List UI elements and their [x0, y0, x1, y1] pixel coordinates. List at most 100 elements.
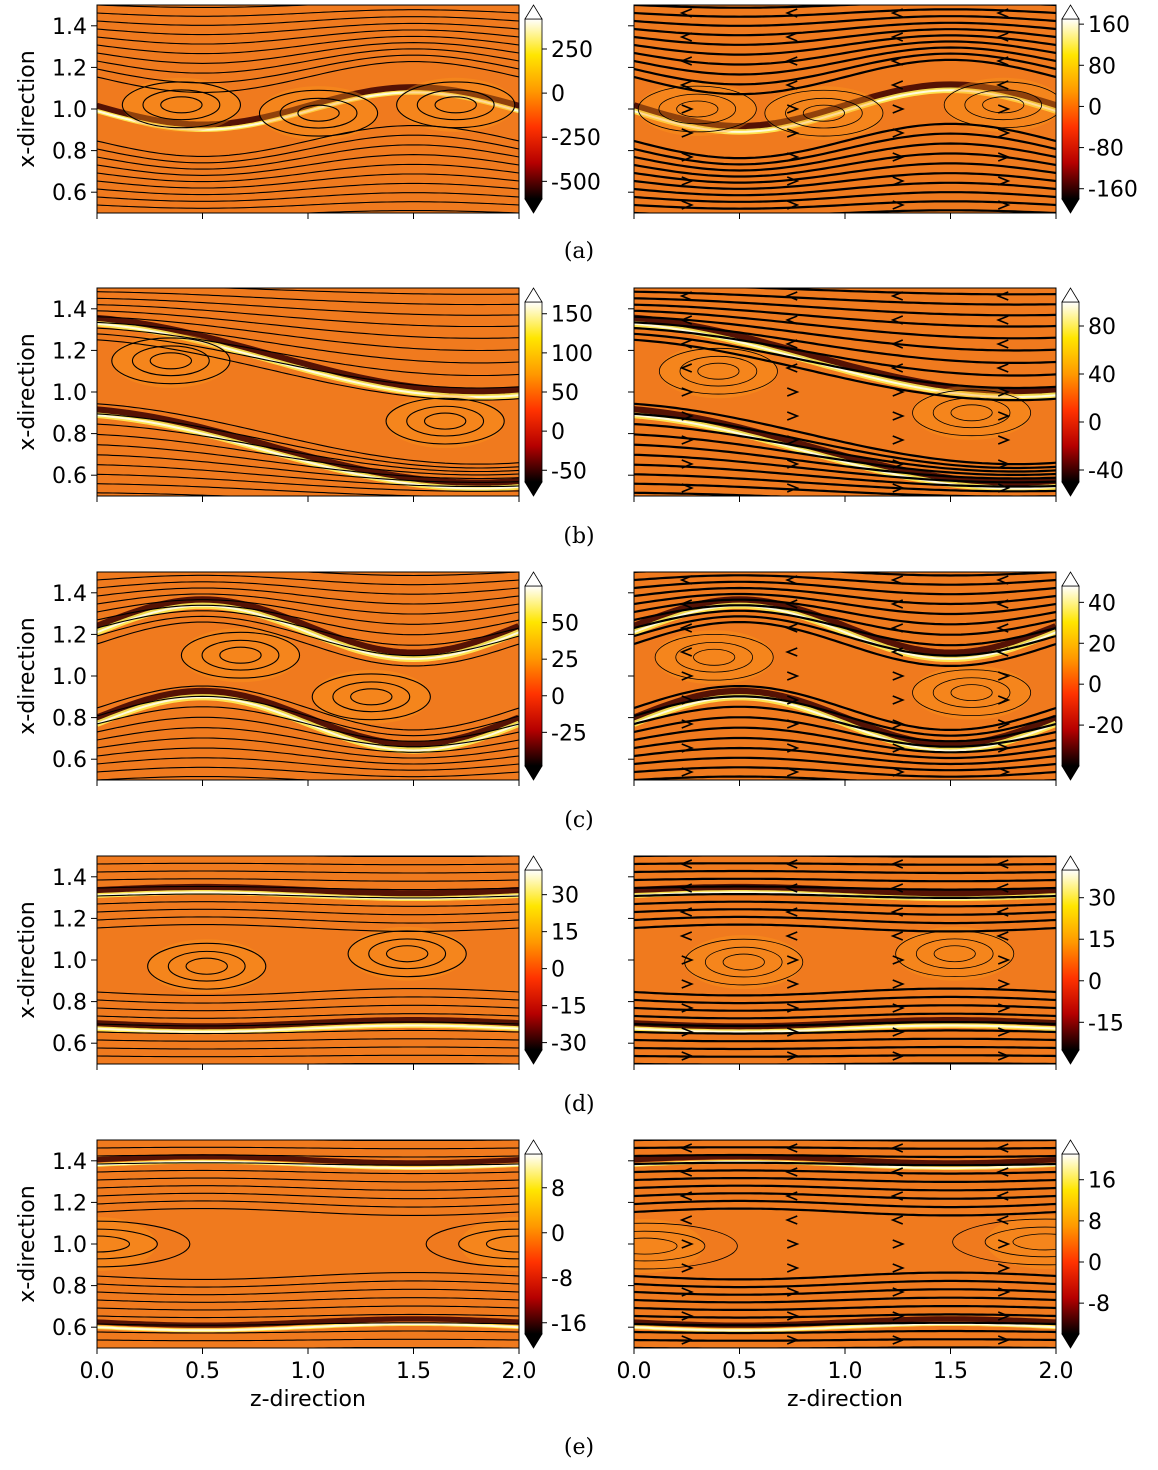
- flow-arrow: [892, 152, 905, 162]
- streamline: [634, 862, 1056, 866]
- streamline: [634, 209, 1056, 213]
- streamline: [97, 870, 519, 874]
- y-tick-label: 1.4: [52, 1150, 87, 1175]
- y-tick-label: 0.8: [52, 707, 87, 732]
- y-axis-label: x-direction: [15, 901, 40, 1018]
- colorbar-extend-min: [1061, 1333, 1080, 1349]
- colorbar-extend-min: [1061, 765, 1080, 781]
- y-tick-label: 1.4: [52, 866, 87, 891]
- flow-arrow: [681, 1311, 694, 1321]
- streamline: [97, 423, 519, 473]
- streamline: [97, 599, 519, 625]
- colorbar-gradient: [1061, 1153, 1080, 1335]
- streamline: [634, 893, 1056, 899]
- flow-arrow: [892, 743, 905, 753]
- flow-arrow: [890, 623, 904, 633]
- streamline: [97, 1021, 519, 1027]
- streamline: [97, 1322, 519, 1326]
- panel-caption: (d): [563, 1092, 594, 1117]
- streamline: [728, 288, 1056, 296]
- colorbar-tick-label: 40: [1088, 363, 1116, 388]
- flow-arrow: [681, 152, 694, 162]
- vortex-streamline: [147, 942, 267, 990]
- streamline: [97, 574, 519, 586]
- vortex-streamline: [142, 89, 221, 121]
- y-tick-label: 0.8: [52, 423, 87, 448]
- flow-arrow: [890, 32, 904, 42]
- vortex-streamline: [311, 673, 431, 721]
- colorbar-gradient: [1061, 301, 1080, 483]
- colorbar-tick-label: -8: [551, 1267, 573, 1292]
- colorbar-tick-label: 0: [551, 82, 565, 107]
- flow-arrow: [786, 411, 800, 421]
- vortex-streamline: [722, 953, 765, 971]
- streamline: [634, 8, 1056, 18]
- vortex-streamline: [485, 1235, 519, 1253]
- flow-arrow: [785, 291, 798, 301]
- vortex-streamline: [97, 1220, 191, 1268]
- x-tick-label: 1.0: [291, 1359, 326, 1384]
- flow-arrow: [786, 1335, 800, 1345]
- flow-arrow: [890, 1167, 904, 1177]
- colorbar: 30 15 0 -15: [1061, 855, 1124, 1065]
- vortex-streamline: [396, 81, 516, 129]
- flow-arrow: [892, 767, 905, 777]
- streamline: [634, 1271, 1056, 1281]
- streamline: [97, 1013, 519, 1019]
- streamline: [97, 22, 519, 36]
- streamline: [97, 1313, 519, 1319]
- flow-arrow: [681, 483, 694, 493]
- streamline: [634, 915, 1056, 925]
- flow-arrow: [892, 695, 905, 705]
- colorbar-tick-label: 50: [551, 381, 579, 406]
- vortex-streamline: [634, 1237, 678, 1255]
- vortex-streamline: [932, 397, 1011, 429]
- flow-arrow: [786, 743, 800, 753]
- colorbar: 80 40 0 -40: [1061, 287, 1124, 497]
- flow-arrow: [786, 1051, 800, 1061]
- streamline: [634, 40, 1056, 66]
- flow-arrow: [681, 128, 694, 138]
- streamline: [634, 327, 1056, 377]
- colorbar-tick-label: -15: [1088, 1011, 1124, 1036]
- flow-arrow: [997, 1027, 1011, 1037]
- colorbar-extend-max: [524, 855, 543, 871]
- streamline: [634, 423, 1056, 473]
- vortex-streamline: [952, 1218, 1056, 1266]
- flow-arrow: [785, 859, 798, 869]
- flow-arrow: [786, 200, 800, 210]
- streamline: [97, 908, 519, 916]
- panel-c-left: 0.6 0.8 1.0 1.2 1.4 x-direction 50 25 0 -25: [15, 571, 587, 786]
- flow-arrow: [996, 80, 1009, 90]
- flow-arrow: [997, 483, 1011, 493]
- streamline: [97, 1288, 519, 1296]
- streamline: [97, 1162, 519, 1166]
- vortex-streamline: [297, 104, 340, 122]
- streamline: [634, 580, 1056, 596]
- vortex-streamline: [180, 631, 301, 679]
- flow-arrow: [785, 883, 798, 893]
- colorbar: 40 20 0 -20: [1061, 571, 1124, 781]
- colorbar-tick-label: -25: [551, 721, 587, 746]
- streamline: [634, 1321, 1056, 1327]
- flow-arrow: [996, 883, 1009, 893]
- y-tick-label: 1.4: [52, 582, 87, 607]
- vortex-streamline: [785, 97, 863, 129]
- colorbar-tick-label: 50: [551, 612, 579, 637]
- vortex-streamline: [131, 345, 210, 377]
- flow-arrow: [679, 859, 693, 869]
- flow-arrow: [892, 483, 905, 493]
- streamline: [634, 1037, 1056, 1043]
- colorbar-gradient: [524, 1153, 543, 1335]
- streamline: [634, 1169, 1056, 1175]
- streamline: [210, 288, 519, 295]
- vortex-streamline: [219, 646, 262, 664]
- colorbar-extend-max: [1061, 287, 1080, 303]
- streamline: [634, 736, 1056, 760]
- y-tick-label: 0.8: [52, 140, 87, 165]
- colorbar: 50 25 0 -25: [524, 571, 587, 781]
- vortex-streamline: [167, 950, 246, 982]
- streamline: [97, 1338, 519, 1342]
- vortex-streamline: [637, 85, 757, 133]
- streamline: [634, 923, 1056, 933]
